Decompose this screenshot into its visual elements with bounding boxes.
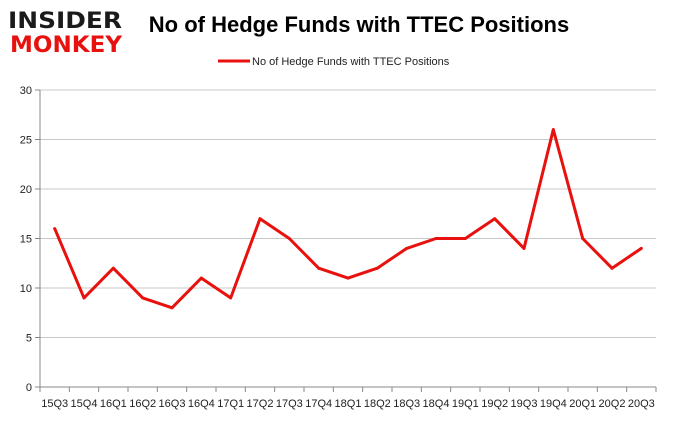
data-point: [199, 276, 203, 280]
x-tick-label: 17Q4: [305, 398, 332, 410]
data-point: [111, 266, 115, 270]
x-tick-label: 16Q3: [159, 398, 186, 410]
x-tick-label: 18Q2: [364, 398, 391, 410]
data-point: [610, 266, 614, 270]
x-tick-label: 20Q2: [599, 398, 626, 410]
data-point: [317, 266, 321, 270]
logo-line1: INSIDER: [8, 9, 122, 34]
data-point: [375, 266, 379, 270]
data-point: [434, 237, 438, 240]
legend: No of Hedge Funds with TTEC Positions: [218, 56, 450, 68]
y-tick-label: 30: [20, 85, 32, 97]
data-point: [141, 296, 145, 300]
data-point: [551, 128, 555, 132]
y-tick-label: 10: [20, 283, 32, 295]
data-point: [463, 237, 467, 240]
grid-lines: [40, 89, 656, 338]
x-tick-label: 17Q3: [276, 398, 303, 410]
series-line: [53, 128, 643, 310]
data-point: [346, 276, 350, 280]
x-tick-label: 19Q1: [452, 398, 479, 410]
chart-title: No of Hedge Funds with TTEC Positions: [148, 12, 570, 37]
data-point: [258, 217, 262, 221]
y-tick-label: 25: [20, 135, 32, 147]
data-point: [581, 237, 585, 240]
x-tick-label: 16Q4: [188, 398, 215, 410]
data-point: [405, 246, 409, 250]
data-point: [53, 227, 57, 231]
x-tick-label: 20Q3: [628, 398, 655, 410]
data-point: [82, 296, 86, 300]
data-point: [522, 246, 526, 250]
x-tick-label: 20Q1: [569, 398, 596, 410]
insider-monkey-logo: INSIDER MONKEY: [6, 6, 124, 58]
data-point: [493, 217, 497, 221]
x-tick-label: 19Q2: [481, 398, 508, 410]
x-axis-ticks: 15Q3 15Q4 16Q1 16Q2 16Q3 16Q4 17Q1 17Q2 17Q3 17Q4…: [39, 387, 657, 410]
x-tick-label: 17Q2: [247, 398, 274, 410]
x-tick-label: 18Q4: [423, 398, 450, 410]
x-tick-label: 15Q4: [71, 398, 98, 410]
data-point: [170, 306, 174, 310]
x-tick-label: 15Q3: [41, 398, 68, 410]
x-tick-label: 19Q3: [511, 398, 538, 410]
y-tick-label: 5: [26, 333, 32, 345]
x-tick-label: 18Q1: [335, 398, 362, 410]
y-axis-ticks: 0 5 10 15 20 25 30: [20, 85, 40, 394]
x-tick-label: 16Q2: [129, 398, 156, 410]
logo-line2: MONKEY: [10, 33, 123, 58]
data-point: [639, 246, 643, 250]
x-tick-label: 19Q4: [540, 398, 567, 410]
data-point: [287, 237, 291, 240]
series-layer: [53, 128, 643, 310]
y-tick-label: 0: [26, 382, 32, 394]
x-tick-label: 18Q3: [393, 398, 420, 410]
data-point: [229, 296, 233, 300]
legend-label: No of Hedge Funds with TTEC Positions: [252, 56, 450, 68]
x-tick-label: 17Q1: [217, 398, 244, 410]
y-tick-label: 20: [20, 184, 32, 196]
y-tick-label: 15: [20, 234, 32, 246]
x-tick-label: 16Q1: [100, 398, 127, 410]
